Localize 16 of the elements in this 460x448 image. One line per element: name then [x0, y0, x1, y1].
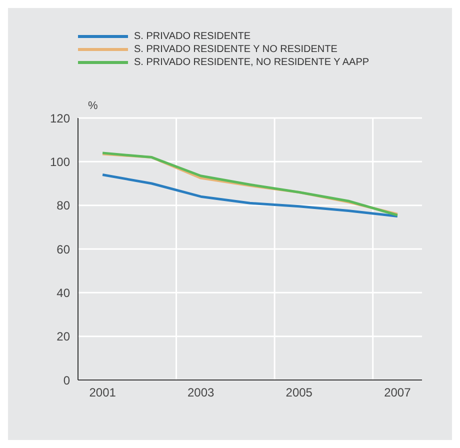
x-tick-label: 2001 — [89, 386, 116, 400]
y-axis-title: % — [88, 100, 98, 112]
x-tick-label: 2007 — [384, 386, 412, 400]
x-tick-label: 2003 — [188, 386, 215, 400]
y-tick-label: 40 — [56, 286, 70, 300]
y-tick-label: 120 — [50, 111, 70, 126]
x-tick-label: 2005 — [286, 386, 313, 400]
y-tick-label: 80 — [56, 198, 70, 213]
y-tick-label: 20 — [56, 330, 70, 344]
y-tick-label: 0 — [63, 373, 70, 388]
legend-label: S. PRIVADO RESIDENTE Y NO RESIDENTE — [134, 44, 338, 55]
line-series — [101, 174, 399, 218]
legend-label: S. PRIVADO RESIDENTE — [134, 31, 251, 42]
y-tick-label: 100 — [50, 154, 70, 169]
legend-label: S. PRIVADO RESIDENTE, NO RESIDENTE Y AAPP — [134, 57, 370, 68]
y-tick-label: 60 — [56, 242, 70, 256]
